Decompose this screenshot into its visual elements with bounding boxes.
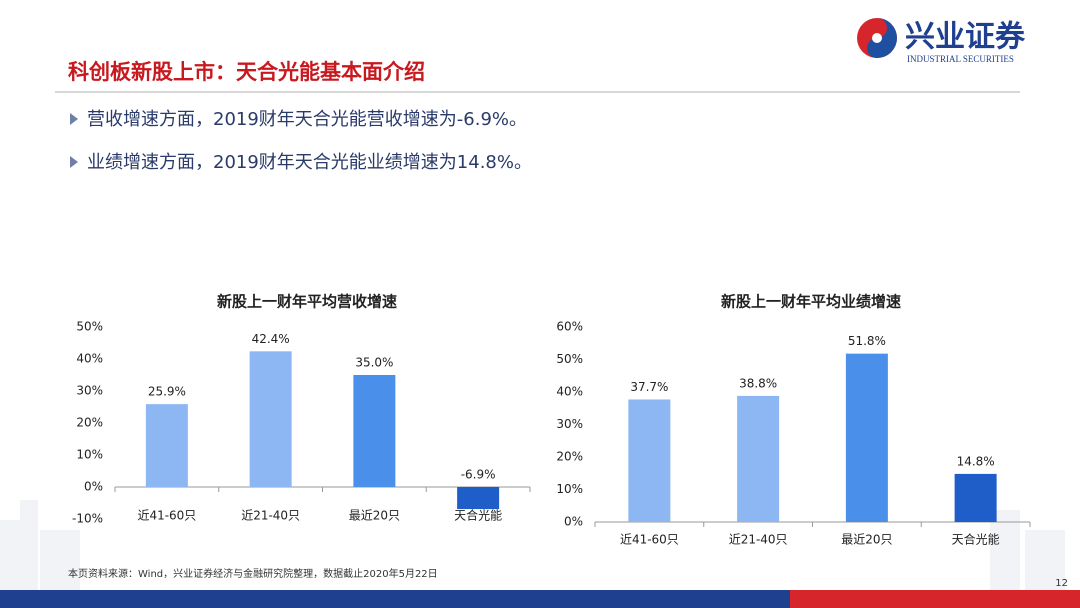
x-tick-label: 近41-60只 bbox=[137, 509, 196, 523]
data-label: -6.9% bbox=[461, 468, 496, 482]
footer-bar bbox=[790, 590, 1080, 608]
y-tick-label: 20% bbox=[556, 450, 583, 464]
x-tick-label: 天合光能 bbox=[454, 508, 502, 523]
data-label: 25.9% bbox=[148, 385, 186, 399]
data-label: 51.8% bbox=[848, 334, 886, 348]
data-label: 14.8% bbox=[957, 454, 995, 468]
chart-title: 新股上一财年平均营收增速 bbox=[217, 293, 397, 311]
data-label: 42.4% bbox=[252, 332, 290, 346]
y-tick-label: 20% bbox=[76, 416, 103, 430]
y-tick-label: 50% bbox=[556, 352, 583, 366]
bar bbox=[628, 399, 671, 522]
logo-mark bbox=[857, 18, 897, 58]
chart-title: 新股上一财年平均业绩增速 bbox=[721, 293, 901, 311]
skyline bbox=[0, 500, 1065, 590]
page-number: 12 bbox=[1055, 578, 1068, 589]
bullet: 营收增速方面，2019财年天合光能营收增速为-6.9%。 bbox=[87, 109, 527, 130]
y-tick-label: 0% bbox=[564, 515, 583, 529]
logo-sub: INDUSTRIAL SECURITIES bbox=[907, 54, 1014, 64]
bar bbox=[145, 404, 188, 487]
y-tick-label: 30% bbox=[76, 384, 103, 398]
x-tick-label: 天合光能 bbox=[952, 532, 1000, 547]
bar bbox=[353, 375, 396, 487]
source-note: 本页资料来源：Wind，兴业证券经济与金融研究院整理，数据截止2020年5月22… bbox=[68, 567, 438, 580]
x-tick-label: 最近20只 bbox=[349, 509, 400, 523]
data-label: 38.8% bbox=[739, 376, 777, 390]
bar bbox=[737, 395, 780, 522]
data-label: 35.0% bbox=[355, 356, 393, 370]
bar bbox=[249, 351, 292, 487]
x-tick-label: 近21-40只 bbox=[241, 509, 300, 523]
y-tick-label: 0% bbox=[84, 480, 103, 494]
bar bbox=[954, 473, 997, 522]
y-tick-label: 10% bbox=[556, 482, 583, 496]
y-tick-label: 50% bbox=[76, 320, 103, 334]
x-tick-label: 近21-40只 bbox=[729, 533, 788, 547]
bullet-icon bbox=[70, 113, 78, 125]
bullet: 业绩增速方面，2019财年天合光能业绩增速为14.8%。 bbox=[87, 152, 532, 173]
y-tick-label: 60% bbox=[556, 320, 583, 334]
y-tick-label: 10% bbox=[76, 448, 103, 462]
y-tick-label: 40% bbox=[556, 385, 583, 399]
bar bbox=[845, 353, 888, 522]
y-tick-label: 40% bbox=[76, 352, 103, 366]
x-tick-label: 近41-60只 bbox=[620, 533, 679, 547]
y-tick-label: 30% bbox=[556, 417, 583, 431]
footer-bar bbox=[0, 590, 790, 608]
logo-name: 兴业证券 bbox=[905, 20, 1026, 55]
x-tick-label: 最近20只 bbox=[841, 533, 892, 547]
data-label: 37.7% bbox=[630, 380, 668, 394]
y-tick-label: -10% bbox=[72, 512, 103, 526]
slide-title: 科创板新股上市：天合光能基本面介绍 bbox=[68, 60, 425, 84]
bullet-icon bbox=[70, 156, 78, 168]
bar bbox=[457, 487, 500, 510]
